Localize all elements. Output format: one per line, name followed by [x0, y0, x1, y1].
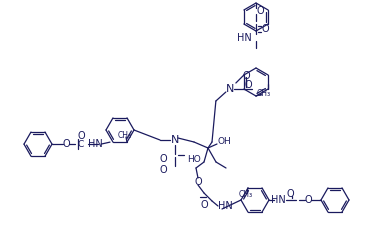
- Text: HN: HN: [271, 195, 286, 205]
- Text: O: O: [194, 177, 202, 187]
- Text: HO: HO: [187, 155, 201, 163]
- Text: HN: HN: [218, 201, 233, 211]
- Text: N: N: [171, 135, 179, 145]
- Text: N: N: [226, 84, 234, 94]
- Text: O: O: [62, 139, 70, 149]
- Text: C: C: [78, 140, 84, 149]
- Text: O: O: [77, 131, 85, 141]
- Text: O: O: [244, 80, 252, 90]
- Text: O: O: [304, 195, 312, 205]
- Text: CH₃: CH₃: [118, 131, 132, 140]
- Text: O: O: [286, 189, 294, 199]
- Text: HN: HN: [88, 139, 103, 149]
- Text: O: O: [242, 71, 250, 81]
- Text: O: O: [256, 6, 264, 16]
- Text: CH₃: CH₃: [239, 190, 253, 199]
- Text: OH: OH: [217, 138, 231, 146]
- Text: O: O: [159, 154, 167, 164]
- Text: HN: HN: [237, 33, 252, 43]
- Text: O: O: [159, 165, 167, 175]
- Text: O: O: [261, 24, 269, 34]
- Text: O: O: [200, 200, 208, 210]
- Text: CH₃: CH₃: [257, 89, 271, 97]
